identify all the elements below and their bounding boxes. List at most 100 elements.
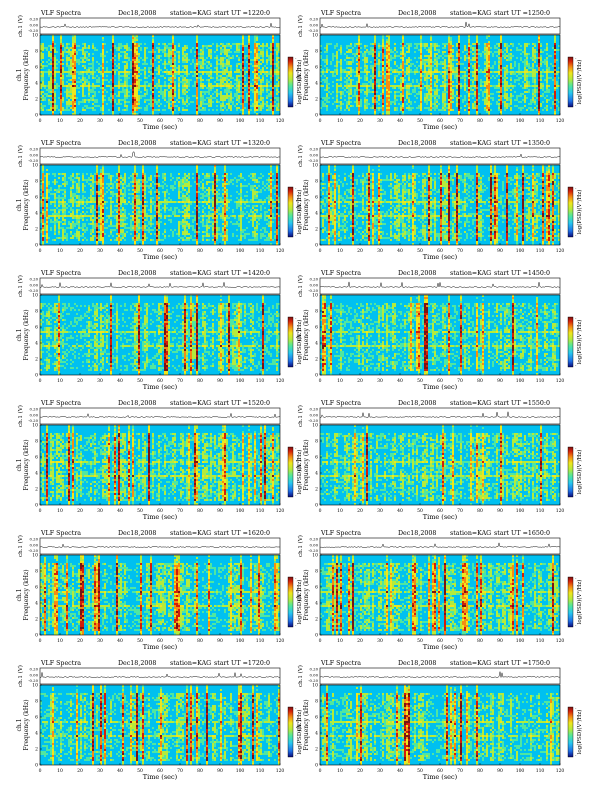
spectrogram-cell bbox=[152, 51, 154, 53]
spectrogram-cell bbox=[136, 85, 138, 87]
spectrogram-cell bbox=[172, 53, 174, 55]
spectrogram-cell bbox=[136, 51, 138, 53]
spectrogram-cell bbox=[150, 95, 152, 97]
spectrogram-cell bbox=[138, 103, 140, 105]
spectrogram-cell bbox=[124, 81, 126, 83]
spectrogram-cell bbox=[42, 53, 44, 55]
spectrogram-cell bbox=[72, 77, 74, 79]
spectrogram-cell bbox=[82, 87, 84, 89]
spectrogram-cell bbox=[164, 109, 166, 111]
spectrogram-cell bbox=[152, 63, 154, 65]
spectrogram-cell bbox=[90, 85, 92, 87]
spectrogram-cell bbox=[132, 99, 134, 101]
spectrogram-cell bbox=[110, 59, 112, 61]
spectrogram-cell bbox=[72, 81, 74, 83]
spectrogram-cell bbox=[76, 85, 78, 87]
spectrogram-cell bbox=[60, 87, 62, 89]
spectrogram-cell bbox=[172, 61, 174, 63]
spectrogram-cell bbox=[82, 91, 84, 93]
spectrogram-cell bbox=[124, 79, 126, 81]
spectrogram-cell bbox=[68, 59, 70, 61]
spectrogram-cell bbox=[60, 59, 62, 61]
spectrogram-cell bbox=[74, 65, 76, 67]
spectrogram-cell bbox=[96, 81, 98, 83]
spectrogram-cell bbox=[116, 103, 118, 105]
spectrogram-cell bbox=[160, 93, 162, 95]
spectrogram-cell bbox=[50, 77, 52, 79]
spectrogram-cell bbox=[134, 45, 136, 47]
spectrogram-cell bbox=[72, 49, 74, 51]
spectrogram-cell bbox=[54, 61, 56, 63]
spectrogram-cell bbox=[52, 93, 54, 95]
spectrogram-cell bbox=[170, 59, 172, 61]
vlf-spectra-page: VLF Spectra Dec18,2008 station=KAG start UT… bbox=[0, 0, 612, 792]
spectrogram-cell bbox=[88, 93, 90, 95]
spectrogram-cell bbox=[174, 71, 176, 73]
spectrogram-cell bbox=[78, 59, 80, 61]
spectrogram-cell bbox=[64, 85, 66, 87]
spectrogram-cell bbox=[132, 95, 134, 97]
spectrogram-cell bbox=[68, 75, 70, 77]
spectrogram-cell bbox=[74, 61, 76, 63]
spectrogram-cell bbox=[172, 77, 174, 79]
spectrogram-cell bbox=[122, 91, 124, 93]
spectrogram-cell bbox=[132, 113, 134, 115]
spectrogram-cell bbox=[124, 55, 126, 57]
spectrogram-cell bbox=[58, 61, 60, 63]
spectrogram-cell bbox=[88, 71, 90, 73]
spectrogram-cell bbox=[132, 57, 134, 59]
spectrogram-cell bbox=[174, 61, 176, 63]
spectrogram-cell bbox=[124, 65, 126, 67]
spectrogram-cell bbox=[54, 87, 56, 89]
spectrogram-cell bbox=[168, 43, 170, 45]
spectrogram-cell bbox=[138, 69, 140, 71]
spectrogram-cell bbox=[126, 63, 128, 65]
spectrogram-cell bbox=[88, 67, 90, 69]
spectrogram-cell bbox=[54, 101, 56, 103]
spectrogram-cell bbox=[94, 93, 96, 95]
spectrogram-cell bbox=[118, 75, 120, 77]
spectrogram-cell bbox=[60, 89, 62, 91]
spectrogram-cell bbox=[102, 45, 104, 47]
spectrogram-cell bbox=[48, 103, 50, 105]
spectrogram-cell bbox=[120, 103, 122, 105]
spectrogram-cell bbox=[132, 81, 134, 83]
spectrogram-cell bbox=[164, 49, 166, 51]
spectrogram-cell bbox=[68, 95, 70, 97]
spectrogram-cell bbox=[42, 47, 44, 49]
spectrogram-cell bbox=[84, 53, 86, 55]
spectrogram-cell bbox=[118, 107, 120, 109]
spectrogram-cell bbox=[168, 57, 170, 59]
spectrogram-cell bbox=[98, 91, 100, 93]
spectrogram-cell bbox=[134, 79, 136, 81]
spectrogram-cell bbox=[164, 71, 166, 73]
spectrogram-cell bbox=[72, 65, 74, 67]
spectrogram-cell bbox=[144, 55, 146, 57]
spectrogram-cell bbox=[54, 57, 56, 59]
spectrogram-cell bbox=[92, 85, 94, 87]
spectrogram-cell bbox=[76, 71, 78, 73]
spectrogram-cell bbox=[120, 51, 122, 53]
spectrogram-cell bbox=[52, 77, 54, 79]
spectrogram-cell bbox=[134, 93, 136, 95]
spectrogram-cell bbox=[46, 95, 48, 97]
spectrogram-cell bbox=[110, 87, 112, 89]
spectrogram-cell bbox=[82, 95, 84, 97]
spectrogram-cell bbox=[46, 89, 48, 91]
waveform-frame bbox=[40, 18, 280, 34]
spectrogram-cell bbox=[124, 97, 126, 99]
spectrogram-cell bbox=[124, 71, 126, 73]
spectrogram-cell bbox=[164, 97, 166, 99]
spectrogram-cell bbox=[62, 69, 64, 71]
spectrogram-cell bbox=[124, 105, 126, 107]
spectrogram-cell bbox=[164, 59, 166, 61]
spectrogram-cell bbox=[152, 83, 154, 85]
spectrogram-cell bbox=[112, 51, 114, 53]
spectrogram-cell bbox=[172, 57, 174, 59]
spectrogram-cell bbox=[86, 73, 88, 75]
spectrogram-cell bbox=[160, 75, 162, 77]
spectrogram-cell bbox=[132, 61, 134, 63]
spectrogram-cell bbox=[120, 91, 122, 93]
spectrogram-cell bbox=[144, 95, 146, 97]
spectrogram-cell bbox=[42, 43, 44, 45]
